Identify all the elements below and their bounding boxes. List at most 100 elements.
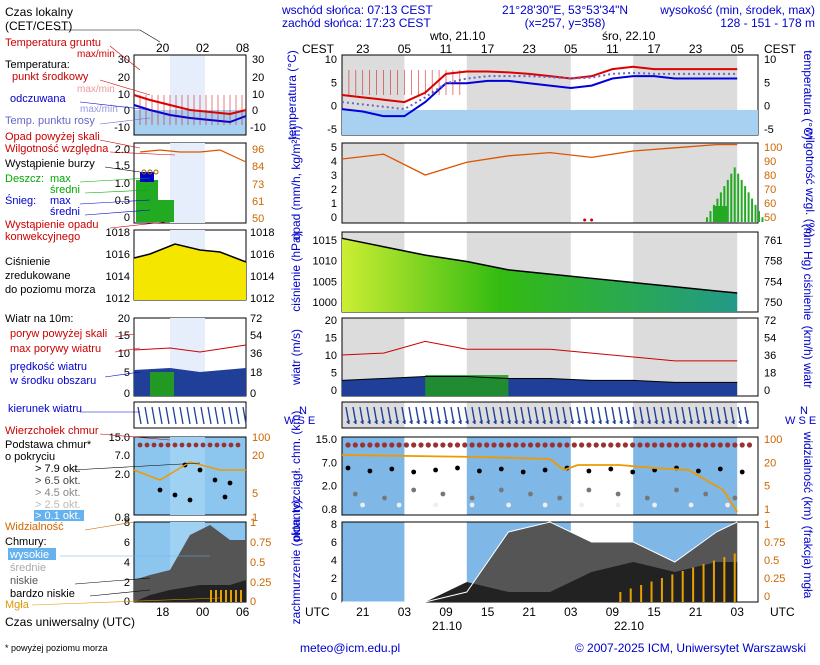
legend-fog: Mgła [5,599,30,611]
cloud-top-dot [418,442,424,448]
cloud-top-dot [506,442,512,448]
cest-tick: 05 [398,42,412,56]
legend-pressure-2: zredukowane [5,270,70,282]
cloud-top-dot [549,442,556,448]
legend-cloud-top-dot [165,442,171,448]
cloud-base-dot [455,465,460,471]
wind-arrow-head [745,420,749,424]
wind-arrow-head [479,420,483,424]
utc-tick: 09 [606,605,620,619]
utc-day2: 22.10 [614,619,644,633]
legend-fog-bar [235,590,237,602]
axis-tick: 18 [764,368,776,380]
legend-humidity-line [139,149,247,163]
cloud-base-dot [367,468,373,474]
legend-wind-arrow [221,406,226,425]
legend-rain-night [170,143,205,223]
fog-bar [619,592,622,602]
axis-tick: 0 [331,385,337,397]
legend-time-tick-1: 20 [156,41,170,55]
legend-hum-tick-96: 96 [252,144,264,156]
utc-label-left: UTC [305,605,330,619]
temp-axis-right: temperatura (°C) [801,50,815,140]
axis-tick: 0.75 [764,537,785,549]
cloud-top-dot [491,442,497,448]
axis-tick: 4 [331,156,337,168]
legend-wind-dir: kierunek wiatru [8,403,82,415]
legend-okt5: > 0.1 okt. [35,510,81,522]
legend-time-tick-3: 08 [236,41,250,55]
cloud-base-dot [586,468,592,474]
utc-tick: 15 [647,605,661,619]
rain-bar [740,179,743,222]
footer-email[interactable]: meteo@icm.edu.pl [300,641,400,655]
axis-tick: 54 [764,333,776,345]
legend-wind-arrows [137,406,247,425]
night-shading [342,55,738,602]
legend-temp-tick-0: 0 [124,105,130,117]
cloud-top-dot [688,442,694,448]
legend-cl-tick-2: 2 [124,577,130,589]
axis-tick: 0 [764,591,770,603]
axis-tick: 8 [331,519,337,531]
legend-temp-tick-r0: 0 [252,105,258,117]
night-band [633,437,738,515]
cloud-base-dot [696,468,701,474]
legend-wind-arrow [186,406,191,425]
legend-pressure-area [134,244,246,300]
legend-temp-mid: punkt środkowy [12,71,89,83]
fog-bar [640,585,643,602]
cloud-base-dot [674,487,679,493]
legend-cloud-base-2: o pokryciu [5,451,55,463]
legend-fog-bar [230,590,232,602]
cloud-top-dot [454,442,461,448]
cloudbase-visibility-chart [341,442,753,513]
axis-tick: -5 [327,124,337,136]
legend-hum-tick-84: 84 [252,161,264,173]
cloud-base-dot [382,495,387,501]
legend-leader-lines [31,29,221,606]
legend-gust-over: poryw powyżej skali [10,328,107,340]
wind-speed-green [425,375,509,396]
night-band [342,437,405,515]
cest-tick: 17 [481,42,495,56]
legend-wind-tick-r36: 36 [250,348,262,360]
axis-tick: 7.0 [322,457,337,469]
cloud-top-dot [374,442,380,448]
rain-bar [723,186,726,222]
cloud-top-dot [710,442,716,448]
legend-wind-tick-15: 15 [118,330,130,342]
legend-cb-tick-15: 15.0 [109,432,130,444]
rain-mean-block [712,206,727,222]
cold-band [342,110,758,135]
axis-tick: 20 [764,457,776,469]
wind-arrow-head [402,420,406,424]
cloud-base-dot [506,502,511,508]
wind-arrow-head [584,420,588,424]
cloud-top-dot [535,442,541,448]
wind-arrow-head [388,420,392,424]
utc-day1: 21.10 [432,619,462,633]
cloud-base-dot [542,502,548,508]
day2-label: śro, 22.10 [602,29,656,43]
rain-bar [733,167,736,222]
axis-tick: 1010 [313,256,337,268]
axis-tick: 1 [331,198,337,210]
legend-high: wysokie [9,549,49,561]
wind-arrow-head [633,420,637,424]
axis-tick: 100 [764,142,782,154]
gust-line [341,340,738,362]
dew-point-line [341,71,738,111]
cloud-base-dot [739,469,745,475]
cloud-top-dot [630,442,636,448]
wind-arrow-head [367,420,371,424]
legend-wind-tick-5: 5 [124,367,130,379]
cloud-top-dot [746,442,753,448]
cloud-top-dot [564,442,570,448]
rain-bar [758,211,760,222]
wind-arrow-head [640,420,644,424]
axis-tick: 1000 [313,297,337,309]
wind-dir-ws-right: W S E [785,415,816,427]
cloud-top-dot [469,442,475,448]
axis-tick: 10 [325,350,337,362]
